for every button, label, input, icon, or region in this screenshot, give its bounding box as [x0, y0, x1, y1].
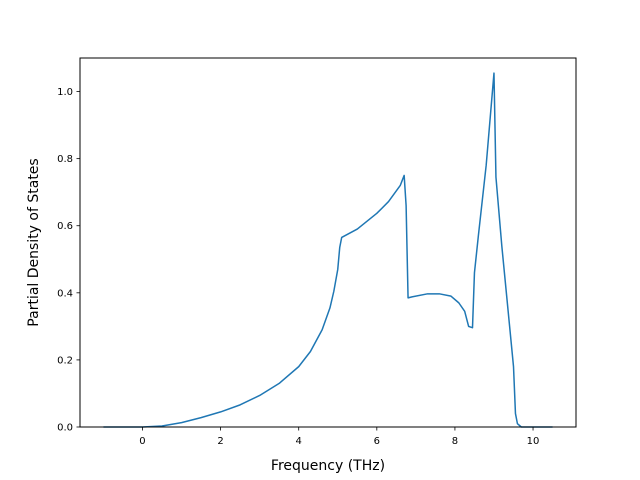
y-tick-label: 0.2: [57, 355, 73, 366]
x-axis-ticks: 0 2 4 6 8 10: [139, 427, 539, 447]
y-tick-label: 0.4: [57, 288, 73, 299]
x-tick-label: 2: [217, 436, 223, 447]
y-axis-label: Partial Density of States: [26, 158, 42, 326]
x-tick-label: 8: [452, 436, 458, 447]
y-tick-label: 0.0: [57, 423, 73, 434]
y-tick-label: 0.6: [57, 221, 73, 232]
x-tick-label: 4: [296, 436, 302, 447]
x-tick-label: 0: [139, 436, 145, 447]
plot-area: [103, 72, 553, 428]
x-tick-label: 6: [374, 436, 380, 447]
x-axis-label: Frequency (THz): [271, 458, 385, 474]
y-axis-ticks: 0.0 0.2 0.4 0.6 0.8 1.0: [57, 87, 80, 434]
y-tick-label: 0.8: [57, 154, 73, 165]
axes-frame: [79, 57, 577, 428]
y-tick-label: 1.0: [57, 87, 73, 98]
x-tick-label: 10: [527, 436, 540, 447]
series-line-0: [103, 72, 553, 428]
